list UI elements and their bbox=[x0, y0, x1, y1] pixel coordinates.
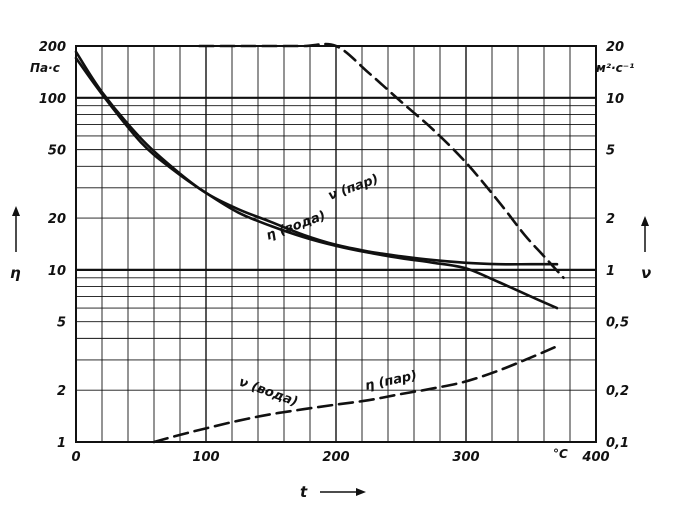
left-tick-label: 2 bbox=[57, 384, 66, 399]
series-nu-steam bbox=[198, 42, 565, 280]
right-tick-label: 0,2 bbox=[606, 384, 629, 399]
x-unit: °C bbox=[553, 447, 568, 461]
series-group bbox=[74, 42, 565, 444]
right-axis-arrow bbox=[641, 216, 649, 252]
left-axis-label: η bbox=[10, 264, 21, 282]
right-tick-label: 2 bbox=[606, 212, 615, 227]
series-nu-water bbox=[74, 50, 559, 266]
right-tick-label: 0,5 bbox=[606, 316, 629, 331]
left-tick-label: 10 bbox=[48, 264, 66, 279]
right-unit: м²·с⁻¹ bbox=[596, 61, 634, 75]
label-nu-steam: ν (пар) bbox=[326, 172, 380, 204]
right-tick-label: 5 bbox=[606, 144, 615, 159]
right-tick-label: 20 bbox=[606, 40, 624, 55]
x-tick-label: 300 bbox=[452, 450, 479, 465]
x-tick-label: 0 bbox=[71, 450, 80, 465]
label-nu-water: ν (вода) bbox=[237, 375, 300, 410]
x-tick-label: 100 bbox=[192, 450, 219, 465]
grid bbox=[76, 46, 596, 442]
right-tick-label: 0,1 bbox=[606, 436, 629, 451]
series-eta-water bbox=[74, 56, 559, 310]
tick-labels: 0 100 200 300 400 1 2 5 10 20 50 100 200 0,1 0,2 0,5 1 2 5… bbox=[39, 40, 629, 465]
left-tick-label: 100 bbox=[39, 92, 66, 107]
right-tick-label: 1 bbox=[606, 264, 615, 279]
right-tick-label: 10 bbox=[606, 92, 624, 107]
x-axis-arrow bbox=[320, 488, 366, 496]
left-tick-label: 20 bbox=[48, 212, 66, 227]
x-tick-label: 200 bbox=[322, 450, 349, 465]
left-tick-label: 1 bbox=[57, 436, 66, 451]
x-tick-label: 400 bbox=[581, 450, 609, 465]
left-unit: Па·с bbox=[30, 61, 60, 75]
right-axis-label: ν bbox=[641, 264, 651, 282]
x-axis-label: t bbox=[300, 483, 308, 501]
left-tick-label: 5 bbox=[57, 316, 66, 331]
series-eta-steam bbox=[152, 345, 559, 444]
left-tick-label: 50 bbox=[48, 144, 66, 159]
left-tick-label: 200 bbox=[39, 40, 66, 55]
left-axis-arrow bbox=[12, 206, 20, 252]
